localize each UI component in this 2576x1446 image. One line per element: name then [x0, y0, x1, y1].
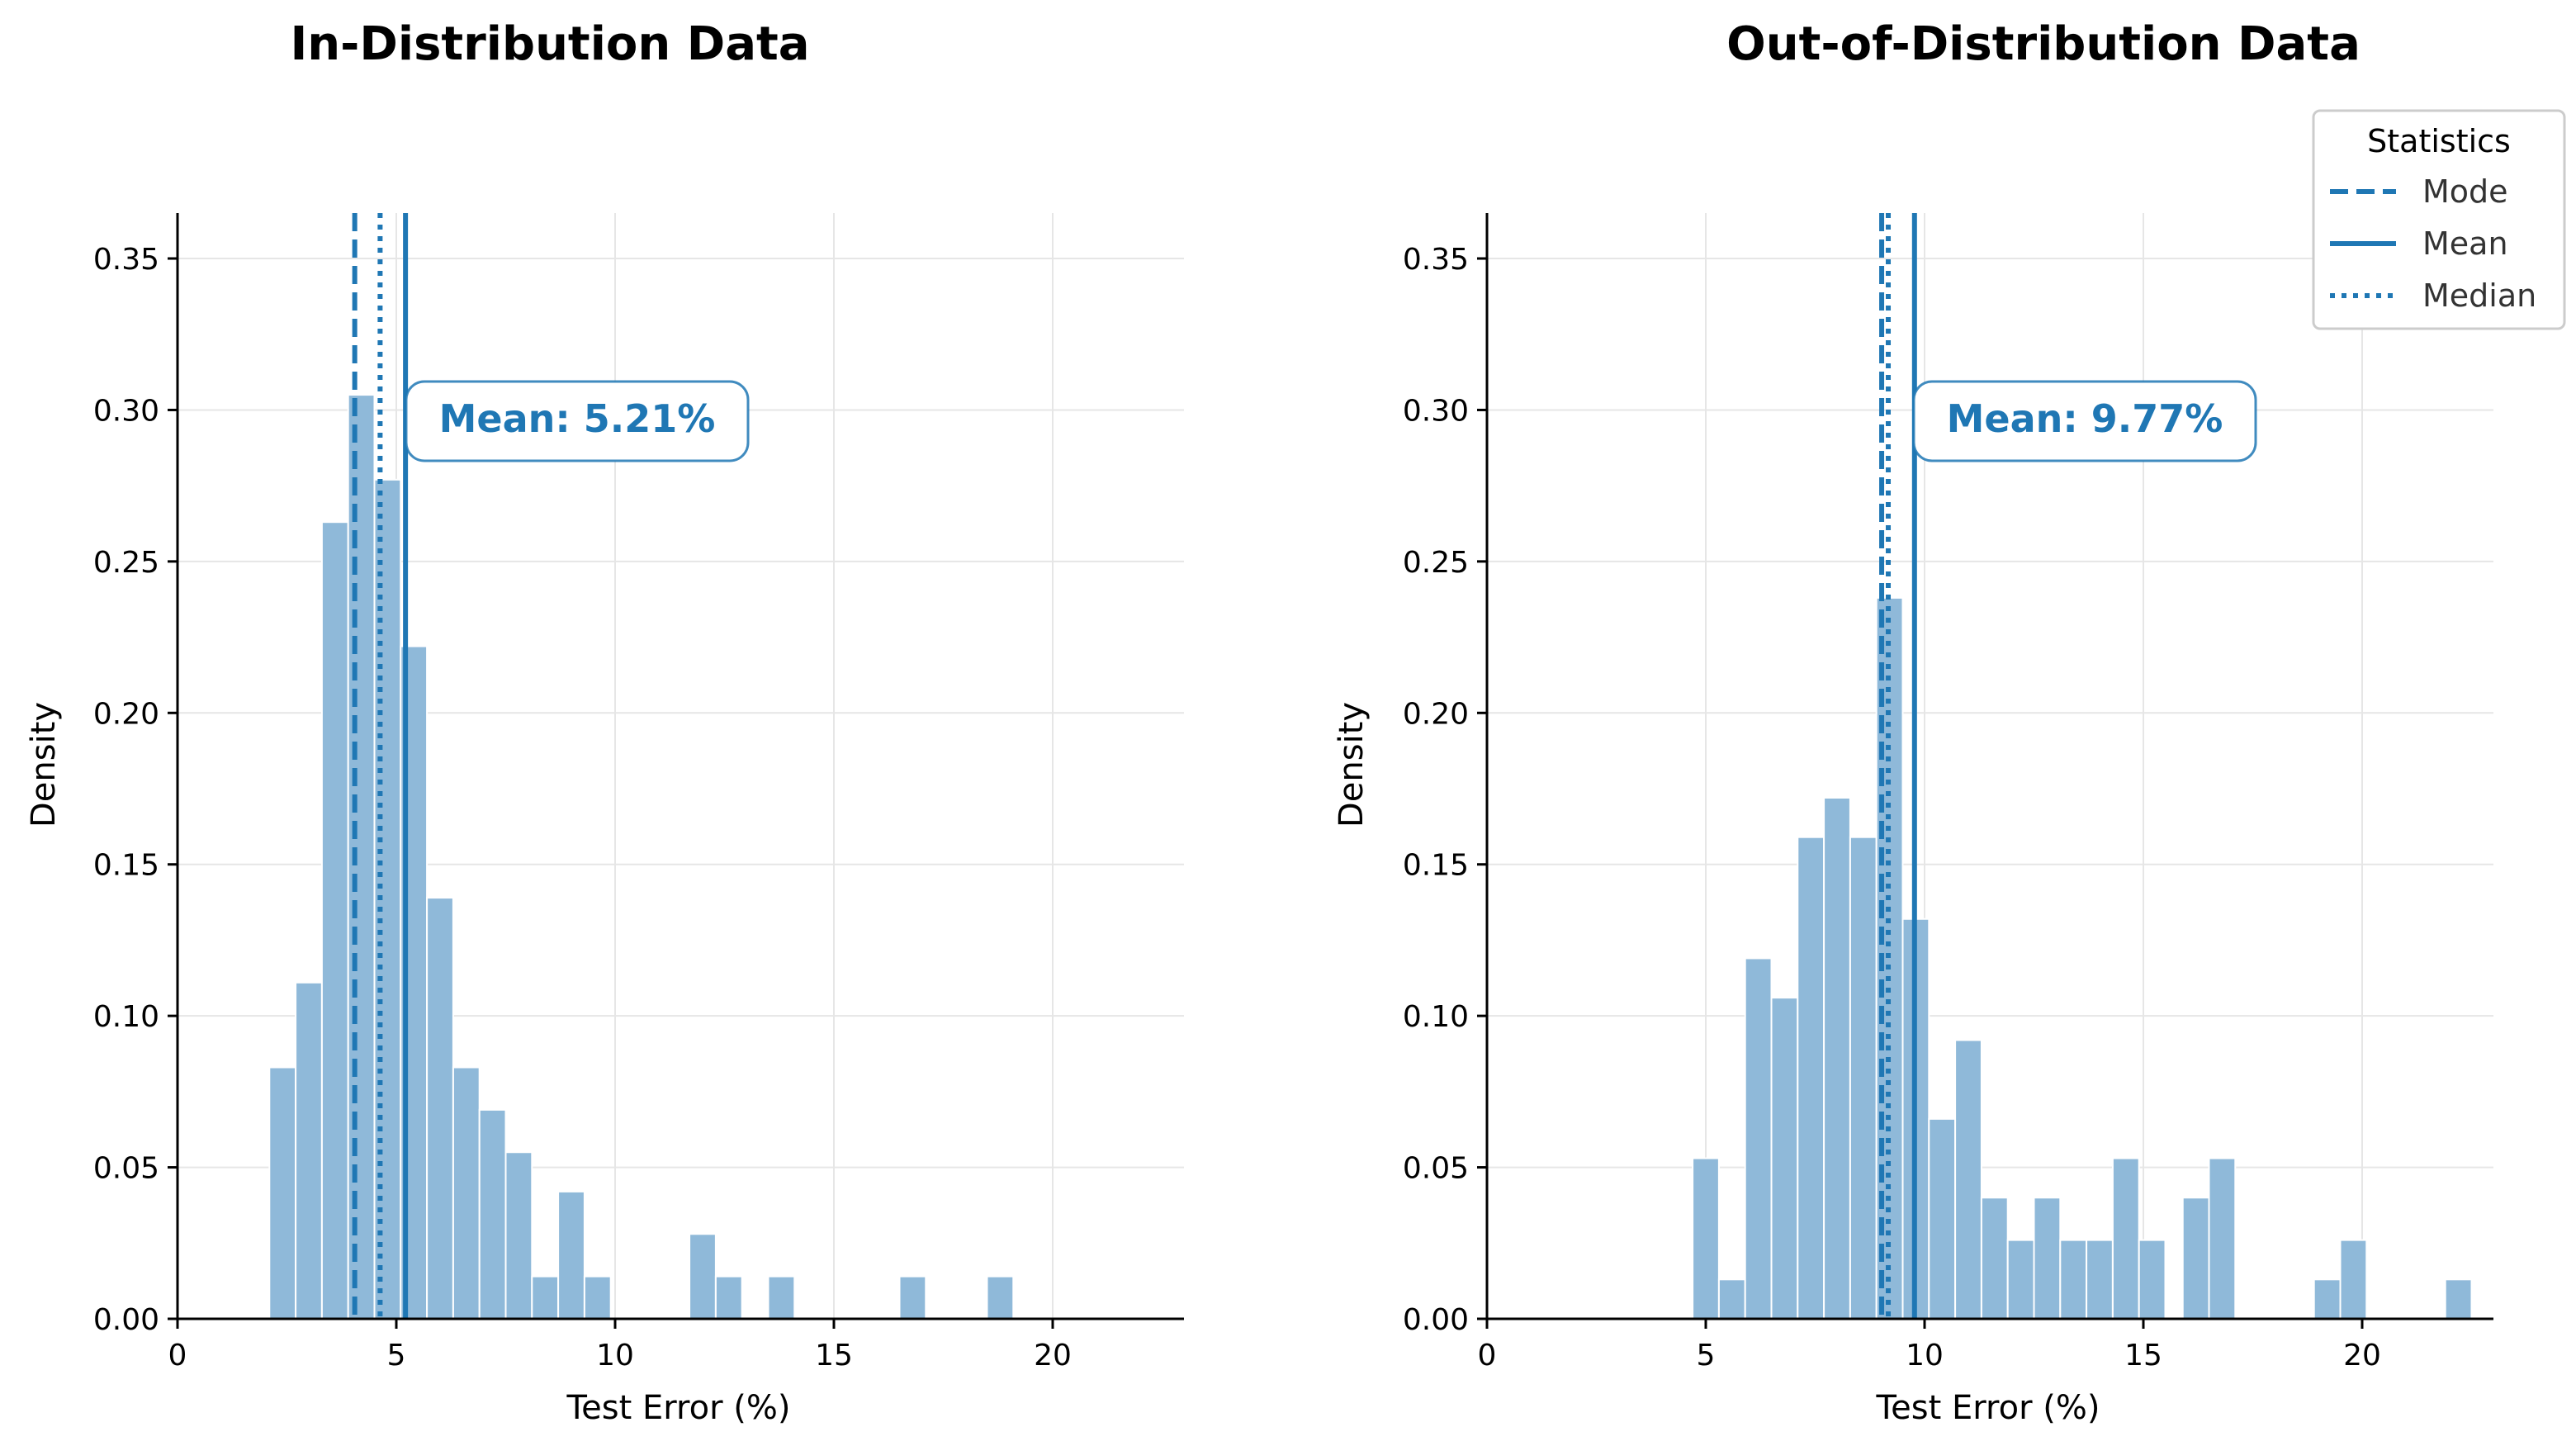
y-tick-label: 0.05: [1403, 1152, 1469, 1186]
x-tick-label: 15: [2124, 1339, 2162, 1373]
histogram-bar: [1692, 1157, 1720, 1320]
histogram-bar: [1980, 1197, 2009, 1320]
histogram-bar: [767, 1275, 796, 1320]
x-axis-label: Test Error (%): [566, 1389, 791, 1427]
y-axis-label: Density: [25, 702, 63, 827]
y-tick-label: 0.30: [93, 394, 159, 428]
histogram-bar: [295, 981, 323, 1320]
histogram-bar: [2006, 1239, 2035, 1320]
legend-box: [2312, 109, 2566, 330]
x-tick-label: 20: [2343, 1339, 2381, 1373]
histogram-bar: [478, 1108, 507, 1320]
y-tick-label: 0.00: [1403, 1303, 1469, 1337]
y-tick-label: 0.15: [1403, 849, 1469, 883]
histogram-bar: [557, 1190, 585, 1320]
histogram-bar: [689, 1233, 717, 1320]
histogram-bar: [2444, 1278, 2473, 1320]
y-tick-label: 0.30: [1403, 394, 1469, 428]
y-tick-label: 0.20: [1403, 697, 1469, 731]
histogram-bar: [1717, 1278, 1746, 1320]
y-tick-label: 0.10: [93, 1000, 159, 1034]
y-tick-label: 0.25: [1403, 546, 1469, 580]
histogram-bar: [320, 521, 349, 1320]
y-tick-label: 0.25: [93, 546, 159, 580]
mean-annotation: Mean: 5.21%: [405, 380, 750, 462]
y-axis-label: Density: [1333, 702, 1371, 827]
chart-in-distribution: In-Distribution Data 0 5 10 15 20 0.00 0.05 0.1…: [25, 17, 1184, 1427]
legend-label-mode: Mode: [2422, 173, 2508, 210]
chart-out-of-distribution: Out-of-Distribution Data 0 5 10 15 20 0.00 0.0…: [1333, 17, 2493, 1427]
histogram-bar: [1928, 1117, 1957, 1320]
histogram-bar: [2086, 1239, 2114, 1320]
x-tick-label: 10: [1906, 1339, 1944, 1373]
histogram-bars: [268, 394, 1015, 1320]
histogram-bar: [2033, 1197, 2062, 1320]
x-tick-label: 0: [1478, 1339, 1497, 1373]
legend-title: Statistics: [2367, 123, 2511, 159]
tick-labels: 0 5 10 15 20 0.00 0.05 0.10 0.15 0.20 0.25 0.30 0.35: [93, 243, 1072, 1373]
histogram-bar: [2111, 1157, 2140, 1320]
tick-labels: 0 5 10 15 20 0.00 0.05 0.10 0.15 0.20 0.25 0.30 0.35: [1403, 243, 2381, 1373]
histogram-bar: [1744, 957, 1773, 1320]
x-tick-label: 5: [1697, 1339, 1716, 1373]
axes: [168, 213, 1184, 1329]
chart-title: In-Distribution Data: [290, 17, 809, 71]
legend-label-mean: Mean: [2422, 225, 2508, 262]
x-tick-label: 20: [1034, 1339, 1072, 1373]
y-tick-label: 0.05: [93, 1152, 159, 1186]
mean-annotation: Mean: 9.77%: [1912, 380, 2257, 462]
y-tick-label: 0.15: [93, 849, 159, 883]
x-tick-label: 10: [596, 1339, 634, 1373]
legend-label-median: Median: [2422, 277, 2536, 314]
histogram-bar: [1797, 836, 1825, 1320]
histogram-bar: [898, 1275, 927, 1320]
histogram-bar: [2313, 1278, 2342, 1320]
histogram-bar: [986, 1275, 1015, 1320]
histogram-bar: [583, 1275, 612, 1320]
annotation-text: Mean: 9.77%: [1947, 396, 2223, 441]
histogram-bar: [2181, 1197, 2210, 1320]
histogram-bar: [347, 394, 376, 1320]
histogram-bar: [1849, 836, 1878, 1320]
histogram-bar: [504, 1151, 533, 1320]
y-tick-label: 0.20: [93, 697, 159, 731]
histogram-bar: [426, 897, 454, 1320]
x-tick-label: 5: [387, 1339, 406, 1373]
y-tick-label: 0.00: [93, 1303, 159, 1337]
annotation-box: [405, 380, 750, 462]
chart-title: Out-of-Distribution Data: [1726, 17, 2361, 71]
annotation-text: Mean: 5.21%: [439, 396, 716, 441]
histogram-bars: [1692, 596, 2473, 1320]
histogram-bar: [1770, 997, 1799, 1320]
histogram-bar: [531, 1275, 560, 1320]
histogram-bar: [452, 1066, 481, 1320]
x-tick-label: 15: [815, 1339, 853, 1373]
histogram-bar: [2208, 1157, 2237, 1320]
histogram-bar: [268, 1066, 297, 1320]
annotation-box: [1912, 380, 2257, 462]
histogram-bar: [2138, 1239, 2166, 1320]
x-axis-label: Test Error (%): [1876, 1389, 2100, 1427]
histogram-bar: [2059, 1239, 2088, 1320]
x-tick-label: 0: [168, 1339, 187, 1373]
y-tick-label: 0.35: [1403, 243, 1469, 277]
histogram-bar: [714, 1275, 743, 1320]
y-tick-label: 0.35: [93, 243, 159, 277]
y-tick-label: 0.10: [1403, 1000, 1469, 1034]
legend: Statistics Mode Mean Median: [2312, 109, 2566, 330]
axes: [1477, 213, 2493, 1329]
grid-lines: [1486, 213, 2493, 1320]
histogram-bar: [1954, 1039, 1982, 1320]
histogram-bar: [2339, 1239, 2368, 1320]
histogram-bar: [1823, 797, 1851, 1320]
